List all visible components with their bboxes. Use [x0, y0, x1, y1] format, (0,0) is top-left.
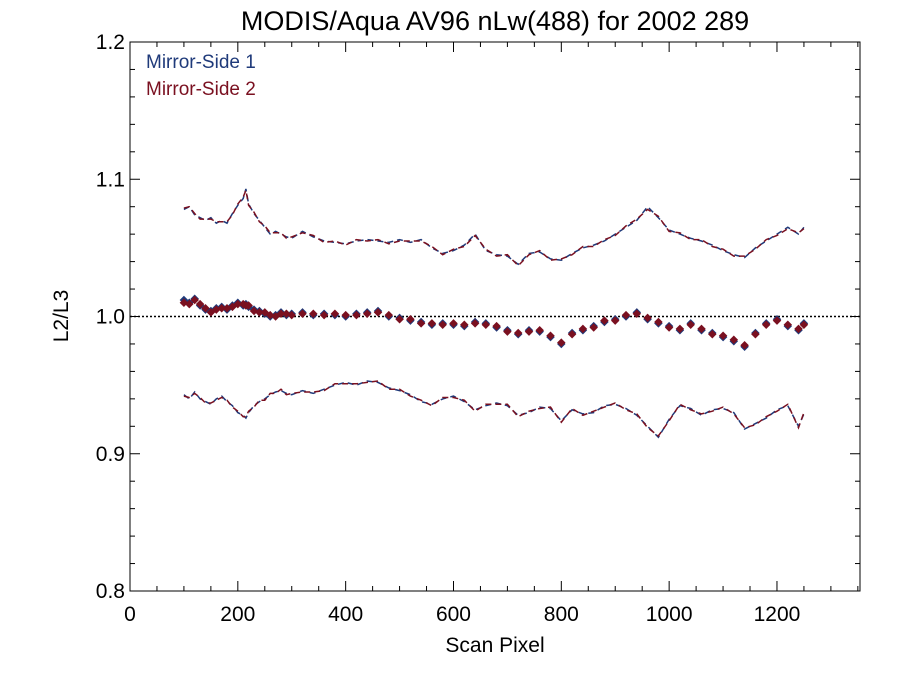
series-2-point — [309, 309, 318, 319]
series-2-point — [697, 324, 706, 334]
x-tick-label: 1000 — [646, 603, 693, 626]
series-2-point — [794, 324, 803, 334]
series-2-point — [772, 316, 782, 325]
series-2-point — [406, 314, 415, 324]
x-tick-label: 800 — [544, 603, 579, 626]
series-2-point — [481, 320, 491, 329]
series-2-point — [761, 320, 771, 329]
series-2-point — [330, 309, 340, 319]
series-2-point — [513, 328, 523, 338]
series-2-point — [675, 324, 685, 334]
y-tick-label: 1.1 — [96, 168, 125, 191]
series-2-point — [470, 319, 480, 328]
series-2-point — [632, 309, 642, 319]
series-2-point — [449, 319, 458, 328]
series-2-point — [190, 295, 199, 305]
series-2-upper-line — [183, 187, 805, 267]
y-axis-label: L2/L3 — [50, 290, 73, 343]
series-2-point — [503, 327, 512, 336]
series-2-point — [287, 310, 296, 320]
series-2-point — [255, 308, 264, 317]
y-tick-labels: 0.8 0.9 1.0 1.1 1.2 — [96, 31, 125, 603]
x-tick-label: 400 — [328, 603, 363, 626]
series-2-point — [535, 325, 544, 335]
y-tick-label: 0.8 — [96, 580, 125, 603]
series-2-point — [395, 314, 404, 324]
series-1-upper-line — [183, 188, 805, 266]
series-2-point — [217, 304, 226, 313]
series-2-point — [384, 310, 394, 320]
series-2-point — [686, 320, 695, 329]
series-2-point — [362, 309, 372, 319]
y-tick-label: 1.0 — [96, 306, 125, 329]
series-2-point — [783, 320, 793, 329]
series-2-point — [729, 335, 739, 345]
series-2-point — [195, 299, 205, 309]
series-2-point — [578, 324, 588, 334]
series-2-point — [589, 323, 598, 332]
series-2-point — [751, 330, 760, 339]
legend: Mirror-Side 1 Mirror-Side 2 — [146, 52, 256, 100]
series-2-point — [427, 319, 437, 328]
series-2-point — [492, 321, 501, 331]
legend-entry-ms2: Mirror-Side 2 — [146, 79, 256, 100]
series-2-point — [352, 310, 361, 320]
series-2-point — [276, 309, 286, 319]
series-2-point — [567, 330, 577, 339]
series-2-point — [654, 317, 663, 327]
axis-ticks — [129, 41, 860, 592]
series-2-point — [546, 331, 555, 340]
series-2-point — [460, 320, 469, 329]
series-2-point — [201, 304, 210, 313]
legend-entry-ms1: Mirror-Side 1 — [146, 52, 256, 73]
series-2-point — [438, 320, 447, 329]
series-2-point — [799, 320, 809, 329]
y-tick-label: 0.9 — [96, 443, 125, 466]
series-2-point — [373, 308, 383, 317]
x-tick-label: 1200 — [754, 603, 801, 626]
series-2-point — [524, 327, 534, 336]
series-2-point — [244, 301, 253, 310]
x-tick-labels: 0 200 400 600 800 1000 1200 — [124, 603, 800, 626]
series-2-point — [643, 313, 652, 323]
series-1-lower-line — [183, 380, 805, 439]
chart-title: MODIS/Aqua AV96 nLw(488) for 2002 289 — [241, 6, 749, 36]
series-2-point — [600, 316, 609, 325]
x-tick-label: 600 — [436, 603, 471, 626]
series-2-lower-line — [183, 380, 805, 437]
series-2-point — [298, 309, 307, 319]
series-2-point — [621, 310, 631, 320]
series-2-point — [185, 299, 194, 309]
series-2-point — [718, 331, 728, 340]
x-axis-label: Scan Pixel — [445, 634, 544, 657]
x-tick-label: 200 — [220, 603, 255, 626]
x-tick-label: 0 — [124, 603, 136, 626]
series-2-point — [708, 330, 717, 339]
series-2-point — [319, 310, 329, 320]
series-2-point — [341, 310, 350, 320]
series-2-point — [740, 341, 749, 350]
series-1 — [179, 188, 809, 439]
y-tick-label: 1.2 — [96, 31, 125, 54]
series-2 — [179, 187, 809, 437]
series-2-point — [610, 316, 620, 325]
series-2-point — [557, 338, 566, 347]
series-2-point — [416, 319, 426, 328]
series-layer — [179, 187, 809, 439]
series-2-point — [233, 299, 243, 309]
series-2-point — [664, 323, 674, 332]
